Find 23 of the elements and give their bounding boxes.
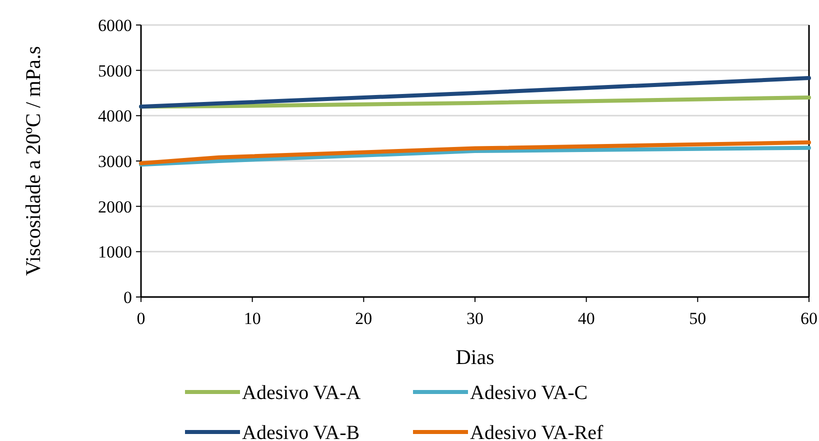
y-tick-label: 6000	[98, 16, 132, 35]
line-series	[139, 146, 811, 167]
x-tick-label: 40	[578, 309, 595, 328]
y-tick-label: 1000	[98, 242, 132, 262]
x-tick-label: 20	[355, 309, 372, 328]
legend-label: Adesivo VA-A	[242, 382, 362, 404]
legend-label: Adesivo VA-Ref	[470, 422, 604, 441]
y-tick-label: 5000	[98, 61, 132, 80]
legend-label: Adesivo VA-B	[242, 422, 360, 441]
x-tick-label: 60	[800, 309, 818, 328]
y-tick-label: 4000	[98, 106, 132, 126]
line-series	[139, 140, 811, 166]
x-tick-label: 10	[244, 309, 261, 328]
y-axis-title: Viscosidade a 20ºC / mPa.s	[21, 46, 45, 276]
x-axis-title: Dias	[456, 345, 494, 369]
legend-label: Adesivo VA-C	[470, 382, 588, 404]
line-series	[139, 76, 811, 109]
y-tick-label: 2000	[98, 197, 132, 216]
y-tick-label: 0	[124, 288, 132, 307]
x-tick-label: 30	[466, 309, 484, 328]
x-tick-label: 50	[689, 309, 706, 328]
y-tick-label: 3000	[98, 152, 132, 171]
x-tick-label: 0	[136, 309, 146, 328]
